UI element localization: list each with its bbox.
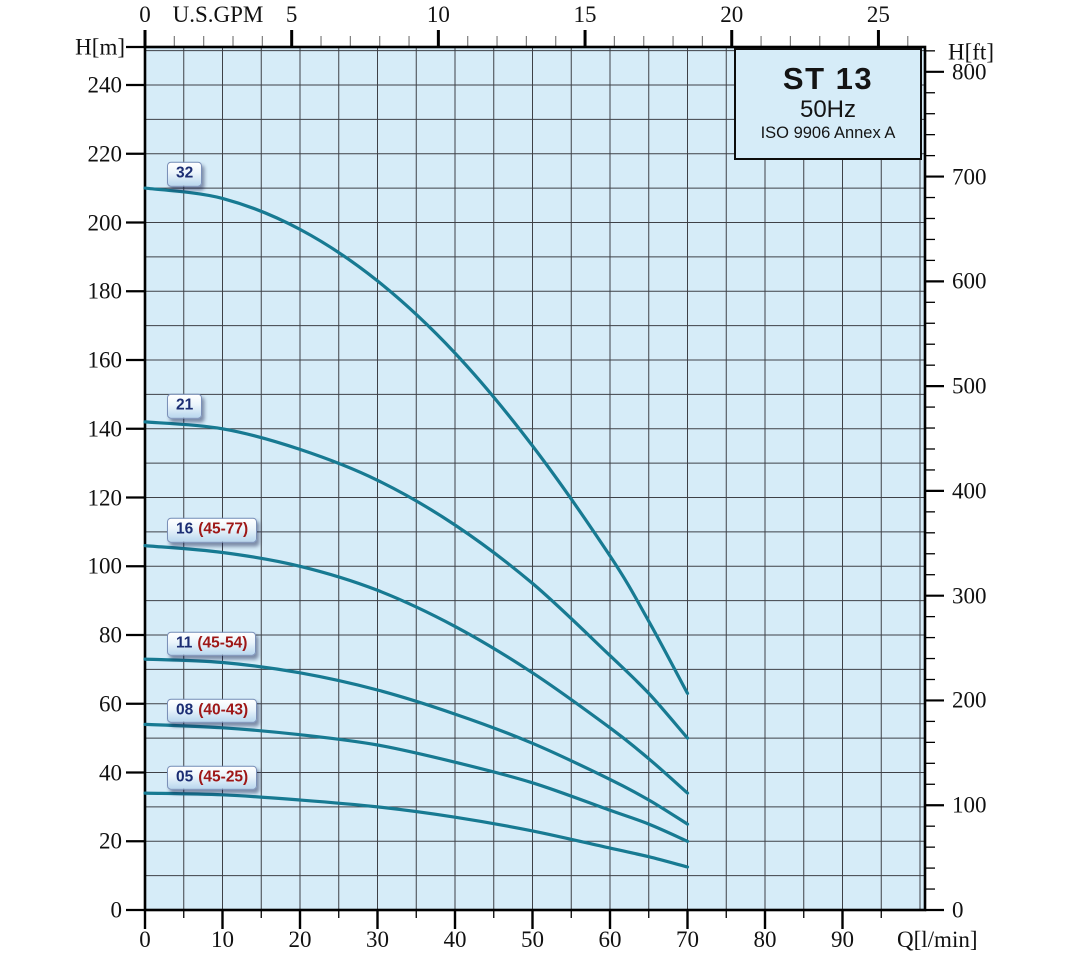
bottom-axis-tick-90: 90 <box>831 927 854 952</box>
left-axis-tick-160: 160 <box>87 347 123 373</box>
curve-32 <box>143 186 690 695</box>
left-axis-tick-120: 120 <box>87 485 123 510</box>
top-axis-tick-10: 10 <box>426 2 450 27</box>
plot-area <box>145 47 925 910</box>
right-axis-tick-800: 800 <box>952 59 987 85</box>
left-axis-tick-60: 60 <box>99 691 122 717</box>
top-axis-tick-25: 25 <box>866 2 890 27</box>
left-axis-tick-0: 0 <box>110 897 123 923</box>
right-axis-tick-500: 500 <box>952 373 987 399</box>
title-box: ST 13 50Hz ISO 9906 Annex A <box>734 48 922 160</box>
bottom-axis-tick-20: 20 <box>288 927 312 952</box>
bottom-axis-tick-70: 70 <box>676 927 699 952</box>
axis-ticks <box>126 30 944 929</box>
top-axis-tick-0: 0 <box>139 2 151 27</box>
curve-label-number: 16 <box>176 520 194 538</box>
curve-label-number: 11 <box>176 634 193 652</box>
curve-label-16: 16 (45-77) <box>167 517 258 543</box>
standard-label: ISO 9906 Annex A <box>760 124 896 143</box>
bottom-axis-tick-80: 80 <box>753 927 777 952</box>
curve-label-number: 32 <box>176 165 194 183</box>
left-axis-unit-label: H[m] <box>75 34 125 60</box>
left-axis-tick-100: 100 <box>87 553 123 579</box>
frequency-label: 50Hz <box>799 95 857 123</box>
left-axis-tick-140: 140 <box>87 416 123 442</box>
left-axis-tick-200: 200 <box>87 210 123 235</box>
top-axis-tick-15: 15 <box>573 2 597 27</box>
curve-11 <box>143 657 690 826</box>
right-axis-tick-300: 300 <box>952 583 987 609</box>
left-axis-tick-220: 220 <box>87 141 123 167</box>
right-axis-tick-0: 0 <box>952 897 964 923</box>
left-axis-tick-20: 20 <box>99 828 122 854</box>
left-axis-tick-240: 240 <box>87 72 123 98</box>
curve-label-21: 21 <box>167 394 203 419</box>
curve-label-05: 05 (45-25) <box>167 765 258 790</box>
right-axis-tick-100: 100 <box>952 792 987 818</box>
right-axis-unit-label: H[ft] <box>948 39 994 65</box>
curve-label-number: 21 <box>176 397 194 415</box>
bottom-axis-unit-label: Q[l/min] <box>897 927 978 952</box>
right-axis-tick-400: 400 <box>952 478 987 504</box>
curve-label-08: 08 (40-43) <box>167 698 258 723</box>
right-axis-tick-200: 200 <box>952 687 987 713</box>
curve-label-range: (40-43) <box>198 701 249 719</box>
curve-label-number: 05 <box>176 768 194 786</box>
bottom-axis-tick-50: 50 <box>521 927 544 952</box>
curve-21 <box>143 420 690 740</box>
bottom-axis-tick-30: 30 <box>366 927 389 952</box>
top-axis-tick-20: 20 <box>720 2 744 27</box>
right-axis-tick-700: 700 <box>952 164 987 190</box>
left-axis-tick-180: 180 <box>87 278 123 304</box>
curve-08 <box>143 722 690 843</box>
curve-label-range: (45-77) <box>198 520 249 538</box>
left-axis-tick-80: 80 <box>99 622 122 648</box>
right-axis-tick-600: 600 <box>952 268 987 294</box>
top-axis-tick-5: 5 <box>285 2 298 27</box>
curve-label-number: 08 <box>176 701 194 719</box>
model-name: ST 13 <box>782 61 874 97</box>
curve-label-32: 32 <box>167 162 203 187</box>
plot-frame <box>143 45 927 912</box>
bottom-axis-tick-10: 10 <box>211 927 234 952</box>
curve-label-range: (45-54) <box>197 634 248 652</box>
top-axis-unit-label: U.S.GPM <box>172 2 264 27</box>
curve-label-range: (45-25) <box>198 768 249 786</box>
bottom-axis-tick-0: 0 <box>139 927 151 952</box>
curve-label-11: 11 (45-54) <box>167 631 257 656</box>
curve-05 <box>143 791 690 869</box>
bottom-axis-tick-60: 60 <box>598 927 622 952</box>
bottom-axis-tick-40: 40 <box>443 927 467 952</box>
curve-16 <box>143 544 690 795</box>
left-axis-tick-40: 40 <box>99 760 122 785</box>
